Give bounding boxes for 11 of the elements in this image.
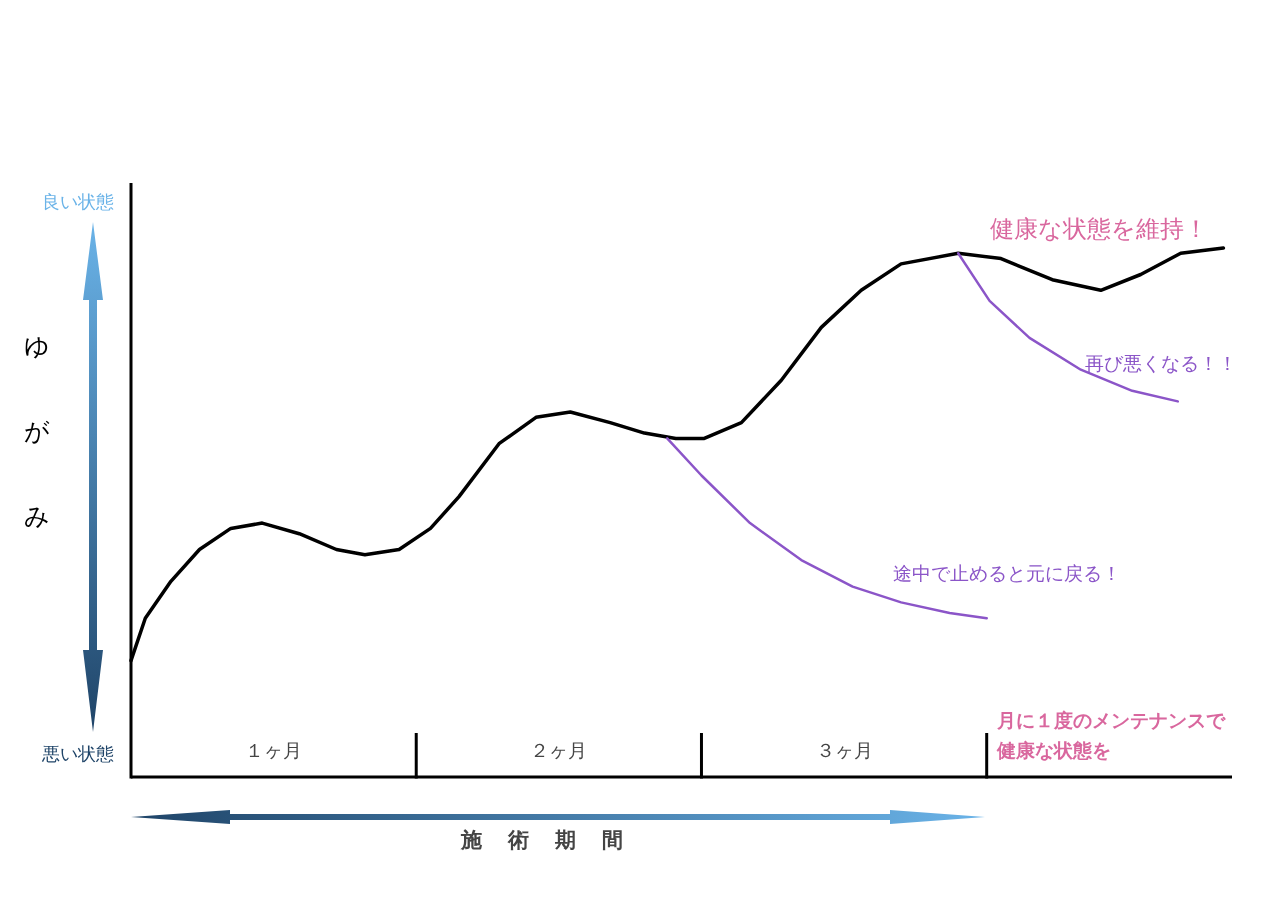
x-tick-label: １ヶ月 bbox=[245, 739, 303, 761]
annotation: 月に１度のメンテナンスで健康な状態を bbox=[996, 709, 1226, 762]
annotation: 途中で止めると元に戻る！ bbox=[892, 562, 1121, 585]
x-tick-label: ２ヶ月 bbox=[530, 739, 588, 761]
text: 悪い状態 bbox=[41, 743, 114, 764]
x-axis-title: 施術期間 bbox=[460, 828, 649, 852]
x-tick-label: ３ヶ月 bbox=[815, 739, 873, 761]
text: ゆがみ bbox=[24, 332, 50, 531]
annotation: 再び悪くなる！！ bbox=[1085, 351, 1238, 374]
annotation: 健康な状態を維持！ bbox=[990, 214, 1209, 243]
text: 良い状態 bbox=[42, 191, 114, 212]
